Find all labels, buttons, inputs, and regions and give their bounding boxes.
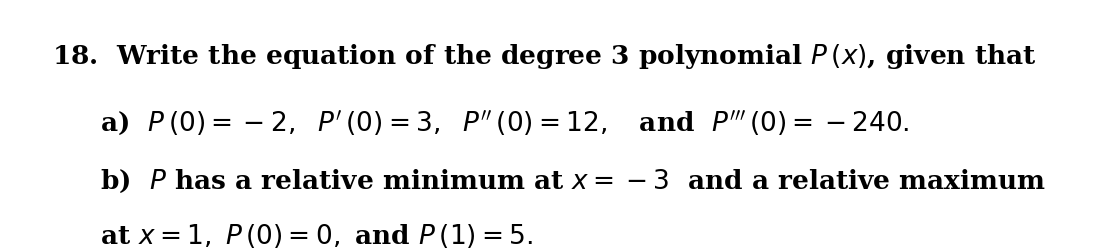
Text: b)  $P$ has a relative minimum at $x = -3$  and a relative maximum: b) $P$ has a relative minimum at $x = -3… [100,168,1046,195]
Text: 18.  Write the equation of the degree 3 polynomial $P\,(x)$, given that: 18. Write the equation of the degree 3 p… [53,42,1037,71]
Text: at $x = 1,\ P\,(0) = 0,$ and $P\,(1) = 5.$: at $x = 1,\ P\,(0) = 0,$ and $P\,(1) = 5… [100,222,533,250]
Text: a)  $P\,(0) = -2,\ \ P'\,(0) = 3,\ \ P''\,(0) = 12,\ \ $ and $\ P'''\,(0) = -240: a) $P\,(0) = -2,\ \ P'\,(0) = 3,\ \ P''\… [100,109,909,138]
